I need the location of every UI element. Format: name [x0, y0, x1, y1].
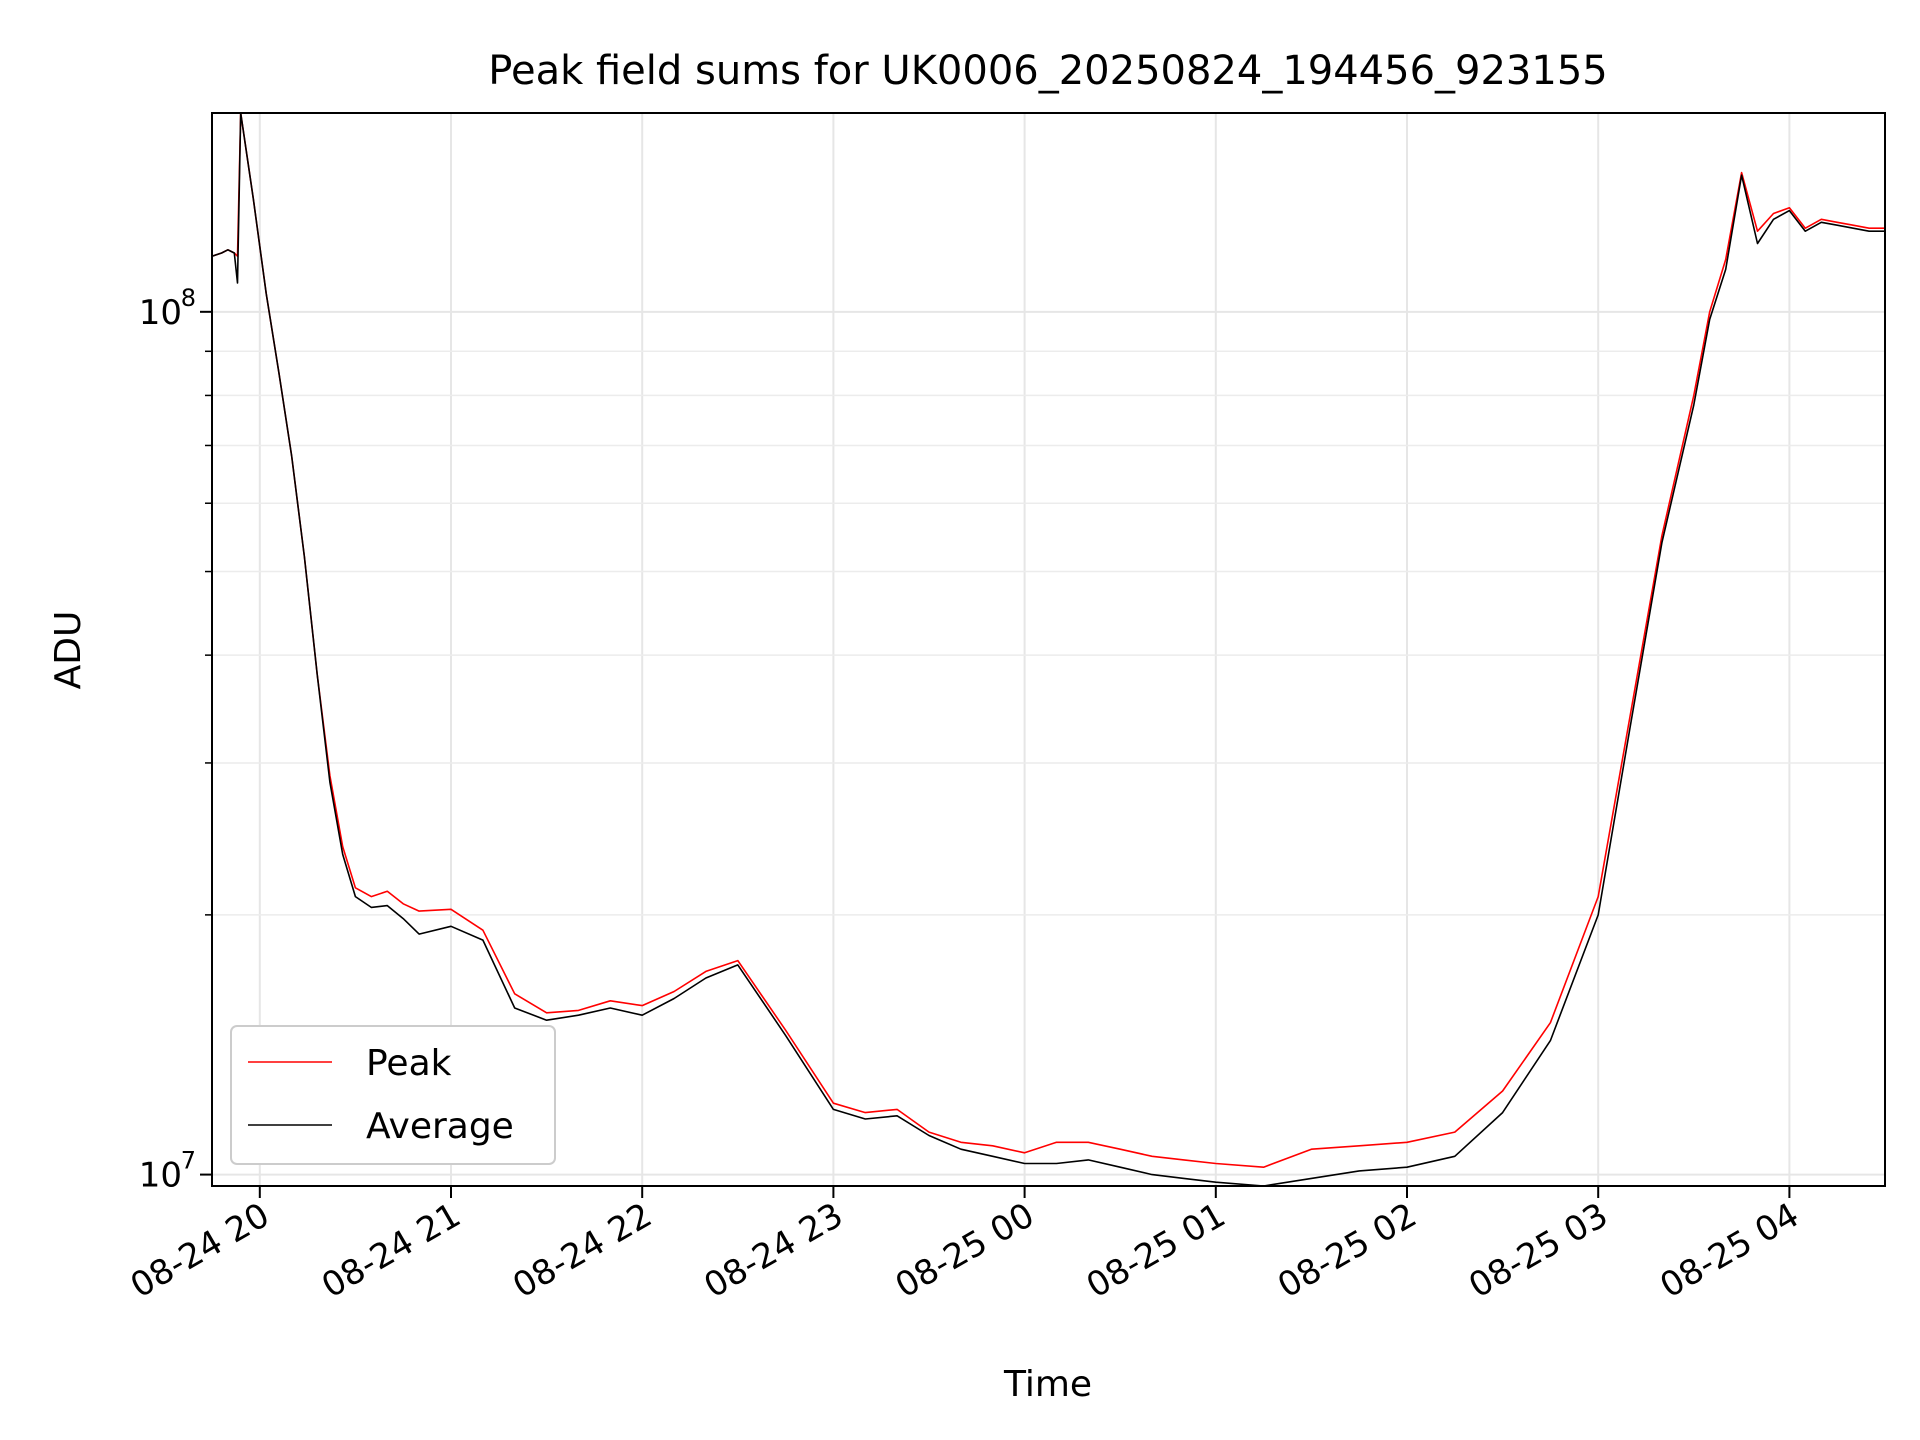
plot-area-series — [211, 112, 1885, 1187]
x-axis-label: Time — [1003, 1364, 1092, 1405]
grid — [212, 113, 1885, 1186]
y-tick-exponent: 7 — [181, 1147, 196, 1175]
legend-peak-label: Peak — [366, 1043, 452, 1084]
legend-box — [230, 1025, 556, 1165]
plot-frame — [211, 112, 1886, 1187]
series-line-average — [211, 112, 1885, 1187]
y-tick-exponent: 8 — [181, 284, 196, 312]
y-tick-label: 10 — [139, 293, 182, 333]
y-axis-label: ADU — [48, 611, 89, 690]
y-tick-label: 10 — [139, 1156, 182, 1196]
legend: Peak Average — [230, 1025, 556, 1165]
legend-average-label: Average — [366, 1106, 514, 1147]
chart-title: Peak field sums for UK0006_20250824_1944… — [488, 48, 1607, 94]
